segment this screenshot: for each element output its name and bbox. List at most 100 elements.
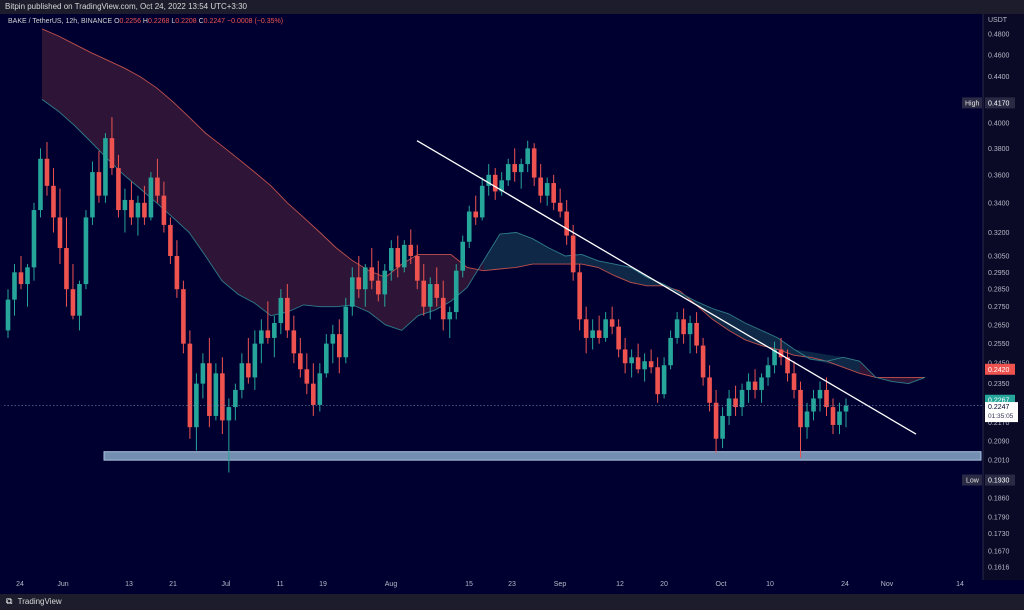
candle-body xyxy=(96,172,102,196)
candle-body xyxy=(388,248,394,271)
low-label: Low xyxy=(966,478,980,485)
candle-body xyxy=(616,326,621,350)
cloud-span-a xyxy=(41,28,925,378)
candle-body xyxy=(434,284,440,298)
candle-body xyxy=(804,411,810,428)
candle-body xyxy=(733,398,738,408)
candle-body xyxy=(622,349,628,364)
candle-body xyxy=(259,330,264,344)
candle-body xyxy=(466,211,472,242)
symbol-label: BAKE / TetherUS, 12h, BINANCE xyxy=(8,18,114,25)
candle-body xyxy=(375,280,381,295)
candle-body xyxy=(707,377,712,403)
candle-body xyxy=(609,319,615,327)
tradingview-logo-icon: ⧉ xyxy=(6,597,13,607)
y-tick-label: 0.1790 xyxy=(988,514,1010,521)
candle-body xyxy=(298,353,303,370)
y-tick-label: 0.3400 xyxy=(988,200,1010,207)
candle-body xyxy=(31,210,37,268)
candle-body xyxy=(817,389,823,399)
y-tick-label: 0.2750 xyxy=(988,304,1010,311)
candle-body xyxy=(311,383,316,405)
candle-body xyxy=(772,349,777,366)
high-value: 0.4170 xyxy=(988,100,1010,107)
candle-body xyxy=(473,211,479,218)
candle-body xyxy=(674,319,680,338)
candle-body xyxy=(421,280,427,307)
candle-body xyxy=(577,272,582,320)
o-label: O xyxy=(114,18,120,25)
x-tick-label: 20 xyxy=(660,581,668,588)
candle-body xyxy=(142,202,147,218)
candle-body xyxy=(116,168,121,211)
candle-body xyxy=(174,255,180,290)
candle-body xyxy=(824,389,829,408)
y-tick-label: 0.2170 xyxy=(988,420,1010,427)
badge-red xyxy=(985,363,1015,375)
y-tick-label: 0.2350 xyxy=(988,381,1010,388)
x-tick-label: Oct xyxy=(716,581,727,588)
candle-body xyxy=(5,299,11,331)
candle-body xyxy=(486,174,492,186)
y-tick-label: 0.1730 xyxy=(988,531,1010,538)
candle-body xyxy=(64,248,69,290)
candle-body xyxy=(629,357,634,364)
last-price-value: 0.2247 xyxy=(988,404,1010,411)
y-tick-label: 0.4600 xyxy=(988,52,1010,59)
candle-body xyxy=(661,365,667,395)
candle-body xyxy=(785,357,790,374)
candle-body xyxy=(479,185,485,218)
y-tick-label: 0.1860 xyxy=(988,496,1010,503)
candle-body xyxy=(51,185,56,218)
x-tick-label: 10 xyxy=(766,581,774,588)
high-label: High xyxy=(965,100,980,107)
candle-body xyxy=(57,217,63,249)
x-tick-label: Nov xyxy=(881,581,894,588)
candle-body xyxy=(213,373,219,416)
candle-body xyxy=(349,277,355,307)
y-tick-label: 0.3200 xyxy=(988,230,1010,237)
last-price-badge xyxy=(985,402,1018,423)
cloud-span-b xyxy=(41,99,926,385)
candle-body xyxy=(109,138,115,169)
x-tick-label: 19 xyxy=(319,581,327,588)
x-tick-label: 14 xyxy=(956,581,964,588)
candle-body xyxy=(343,306,349,358)
candle-body xyxy=(401,244,407,268)
candle-body xyxy=(564,211,569,236)
candle-body xyxy=(720,415,725,439)
candle-body xyxy=(687,322,693,335)
x-tick-label: Jul xyxy=(222,581,231,588)
price-chart[interactable]: 0.4800 0.4600 0.4400 0.4000 0.3800 0.3600 0.34… xyxy=(0,0,1024,594)
candle-body xyxy=(681,319,686,335)
x-tick-label: 12 xyxy=(616,581,624,588)
candle-body xyxy=(226,407,232,421)
publish-bar: Bitpin published on TradingView.com, Oct… xyxy=(0,0,1024,14)
candle-body xyxy=(285,297,290,331)
axis-unit: USDT xyxy=(988,17,1008,24)
c-value: 0.2247 xyxy=(204,18,227,25)
candle-body xyxy=(155,177,160,196)
candle-body xyxy=(278,297,284,323)
footer-bar: ⧉ TradingView xyxy=(0,594,1024,610)
support-zone xyxy=(103,451,982,461)
y-tick-label: 0.3050 xyxy=(988,253,1010,260)
candle-body xyxy=(356,277,362,290)
candle-body xyxy=(148,177,154,218)
candle-body xyxy=(596,330,602,338)
candle-body xyxy=(460,241,466,271)
candle-body xyxy=(778,349,784,358)
candle-body xyxy=(668,337,673,366)
candle-body xyxy=(700,345,706,378)
candle-body xyxy=(570,235,576,273)
candle-body xyxy=(77,284,82,316)
x-tick-label: 15 xyxy=(465,581,473,588)
candle-body xyxy=(194,383,199,428)
tradingview-brand[interactable]: TradingView xyxy=(17,597,62,606)
ichimoku-cloud xyxy=(42,28,925,384)
candle-body xyxy=(414,255,420,281)
candle-body xyxy=(499,180,505,192)
candle-body xyxy=(330,334,336,344)
y-tick-label: 0.2850 xyxy=(988,287,1010,294)
